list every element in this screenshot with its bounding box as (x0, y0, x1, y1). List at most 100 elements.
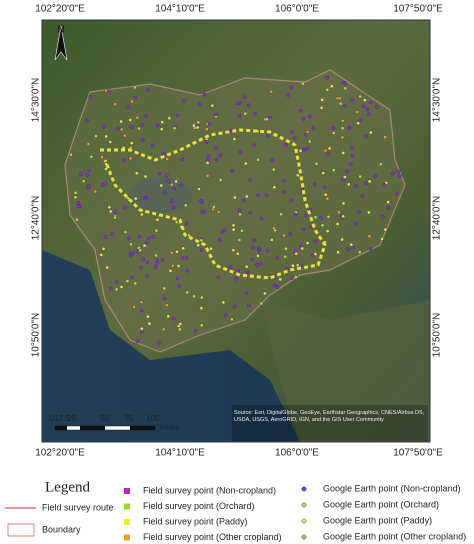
sample-point (395, 192, 399, 196)
sample-point (355, 110, 359, 114)
sample-point (354, 184, 358, 189)
sample-point (164, 173, 169, 177)
sample-point (89, 155, 94, 159)
north-label: N (57, 25, 64, 36)
sample-point (247, 303, 251, 308)
sample-point (221, 300, 226, 305)
sample-point (114, 280, 119, 285)
legend-label: Google Earth point (Other cropland) (323, 531, 466, 541)
sample-point (270, 238, 274, 242)
sample-point (319, 216, 323, 220)
legend-label: Google Earth point (Paddy) (323, 515, 432, 525)
sample-point (179, 183, 183, 188)
sample-point (167, 116, 172, 120)
scale-label: 25 (68, 414, 77, 423)
legend-swatch (301, 518, 307, 524)
sample-point (338, 101, 343, 106)
sample-point (231, 223, 236, 228)
sample-point (197, 187, 201, 191)
sample-point (183, 203, 188, 208)
scale-label: 50 (101, 414, 110, 423)
sample-point (233, 304, 237, 309)
sample-point (325, 229, 330, 233)
sample-point (122, 158, 126, 162)
legend-label: Field survey point (Orchard) (143, 501, 255, 511)
sample-point (214, 112, 218, 117)
sample-point (202, 209, 207, 214)
sample-point (146, 236, 151, 240)
sample-point (332, 131, 336, 135)
sample-point (286, 93, 290, 97)
sample-point (101, 247, 106, 251)
sample-point (105, 265, 109, 270)
sample-point (86, 186, 90, 190)
sample-point (184, 256, 189, 260)
sample-point (110, 232, 114, 236)
sample-point (165, 303, 169, 307)
sample-point (155, 262, 159, 266)
sample-point (199, 248, 204, 252)
sample-point (270, 158, 274, 163)
sample-point (391, 171, 395, 176)
sample-point (304, 132, 308, 137)
sample-point (363, 98, 367, 102)
sample-point (284, 142, 288, 147)
sample-point (272, 185, 277, 189)
sample-point (144, 114, 148, 118)
sample-point (268, 115, 272, 120)
sample-point (365, 107, 370, 112)
sample-point (257, 246, 261, 251)
legend-swatch (301, 534, 307, 540)
sample-point (364, 134, 369, 138)
sample-point (170, 182, 174, 187)
sample-point (237, 238, 242, 242)
sample-point (113, 215, 117, 220)
legend-label: Field survey point (Paddy) (143, 516, 248, 526)
sample-point (357, 250, 362, 254)
sample-point (341, 214, 345, 219)
sample-point (256, 254, 260, 258)
sample-point (155, 258, 160, 263)
sample-point (145, 260, 150, 264)
sample-point (134, 196, 138, 201)
sample-point (243, 95, 247, 99)
sample-point (128, 118, 133, 122)
sample-point (357, 209, 361, 214)
sample-point (160, 127, 164, 131)
sample-point (379, 162, 383, 166)
sample-point (375, 105, 379, 109)
sample-point (133, 96, 137, 100)
sample-point (199, 238, 204, 243)
sample-point (178, 327, 182, 332)
sample-point (77, 204, 81, 209)
sample-point (151, 144, 155, 148)
sample-point (310, 253, 315, 258)
sample-point (107, 89, 111, 94)
lon-label: 104°10'0"E (155, 448, 205, 459)
lon-label: 104°10'0"E (155, 4, 205, 15)
sample-point (214, 157, 219, 162)
sample-point (289, 198, 293, 203)
sample-point (367, 112, 371, 117)
sample-point (320, 98, 324, 102)
sample-point (81, 179, 86, 183)
sample-point (130, 141, 134, 145)
sample-point (343, 86, 348, 91)
sample-point (341, 80, 345, 85)
sample-point (358, 118, 363, 122)
sample-point (349, 162, 353, 167)
sample-point (244, 161, 248, 166)
sample-point (245, 270, 250, 275)
sample-point (241, 198, 246, 203)
sample-point (131, 251, 135, 255)
sample-point (100, 155, 104, 159)
sample-point (130, 125, 134, 130)
legend-title: Legend (45, 479, 90, 495)
sample-point (248, 210, 253, 215)
sample-point (346, 247, 350, 252)
sample-point (396, 170, 401, 174)
sample-point (278, 277, 283, 282)
sample-point (140, 326, 144, 331)
sample-point (76, 201, 81, 205)
sample-point (323, 192, 328, 197)
